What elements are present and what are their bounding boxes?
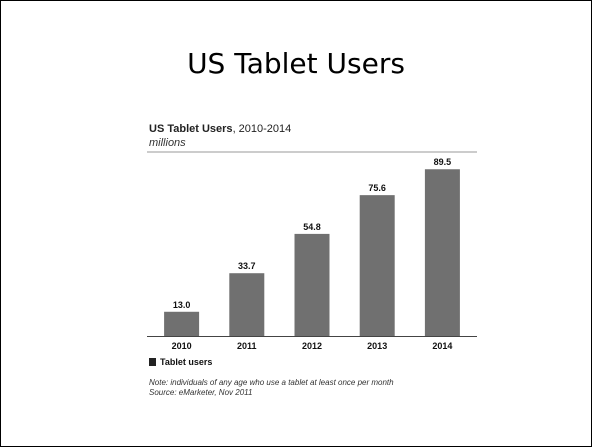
bar-2013 (359, 195, 395, 336)
bar-value-label: 89.5 (434, 157, 452, 167)
bar-2011 (229, 273, 265, 336)
bar-value-label: 13.0 (173, 300, 191, 310)
legend-label: Tablet users (160, 357, 213, 367)
bar-chart: 13.0 2010 33.7 2011 54.8 2012 75.6 2013 89.5 2014 (147, 151, 477, 351)
bar-2012 (294, 233, 330, 336)
legend-swatch (149, 358, 156, 366)
x-tick-label: 2014 (432, 341, 452, 351)
chart-title: US Tablet Users, 2010-2014 (149, 123, 291, 135)
chart-note: Note: individuals of any age who use a t… (149, 378, 394, 387)
chart-legend: Tablet users (149, 357, 212, 367)
x-tick-label: 2013 (367, 341, 387, 351)
bar-2014 (424, 169, 460, 336)
bar-value-label: 33.7 (238, 261, 256, 271)
chart-title-years: , 2010-2014 (232, 123, 292, 135)
bar-value-label: 54.8 (303, 222, 321, 232)
chart-subtitle: millions (149, 137, 186, 149)
chart-source: Source: eMarketer, Nov 2011 (149, 388, 253, 397)
slide-title: US Tablet Users (187, 47, 405, 80)
chart-notes: Note: individuals of any age who use a t… (149, 378, 394, 398)
bar-2010 (164, 311, 200, 336)
bar-value-label: 75.6 (368, 183, 386, 193)
x-tick-label: 2010 (172, 341, 192, 351)
chart-title-text: US Tablet Users (149, 123, 233, 135)
x-tick-label: 2012 (302, 341, 322, 351)
x-tick-label: 2011 (237, 341, 257, 351)
